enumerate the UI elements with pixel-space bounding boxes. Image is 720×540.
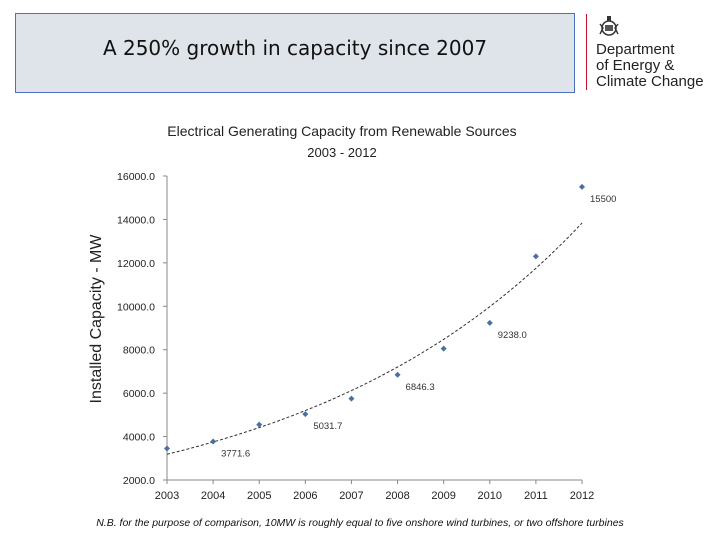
- data-point: [256, 421, 263, 428]
- data-point: [440, 345, 447, 352]
- data-point: [164, 445, 170, 452]
- royal-crest-icon: [599, 16, 619, 36]
- footnote: N.B. for the purpose of comparison, 10MW…: [96, 517, 624, 529]
- y-tick-label: 6000.0: [123, 388, 155, 400]
- logo-line: Department: [596, 41, 675, 58]
- capacity-chart: Electrical Generating Capacity from Rene…: [88, 123, 616, 502]
- trendline: [166, 222, 583, 455]
- data-label: 3771.6: [221, 449, 250, 460]
- y-axis-label: Installed Capacity - MW: [88, 234, 105, 404]
- y-tick-label: 8000.0: [123, 345, 155, 357]
- x-tick-label: 2005: [247, 490, 271, 502]
- data-point: [394, 371, 401, 378]
- data-point: [486, 319, 493, 326]
- department-logo: Department of Energy & Climate Change: [596, 42, 704, 90]
- title-banner: A 250% growth in capacity since 2007: [15, 13, 575, 93]
- y-tick-label: 2000.0: [123, 475, 155, 487]
- y-tick-label: 12000.0: [117, 258, 155, 270]
- logo-line: Climate Change: [596, 73, 704, 90]
- x-tick-label: 2008: [385, 490, 409, 502]
- x-tick-label: 2009: [431, 490, 455, 502]
- y-tick-label: 10000.0: [117, 301, 155, 313]
- data-label: 6846.3: [406, 382, 435, 393]
- x-tick-label: 2006: [293, 490, 317, 502]
- x-tick-label: 2004: [201, 490, 225, 502]
- chart-subtitle: 2003 - 2012: [307, 145, 376, 160]
- y-tick-label: 16000.0: [117, 171, 155, 183]
- slide-title: A 250% growth in capacity since 2007: [102, 36, 488, 60]
- x-tick-label: 2003: [155, 490, 179, 502]
- y-tick-label: 14000.0: [117, 214, 155, 226]
- data-point: [579, 183, 585, 190]
- x-tick-label: 2007: [339, 490, 363, 502]
- data-point: [532, 253, 539, 260]
- x-tick-label: 2011: [524, 490, 548, 502]
- data-point: [302, 411, 309, 418]
- y-tick-label: 4000.0: [123, 432, 155, 444]
- data-point: [348, 395, 355, 402]
- logo-line: of Energy &: [596, 57, 675, 74]
- data-label: 15500: [590, 194, 616, 205]
- logo-divider: [586, 14, 587, 90]
- x-tick-label: 2010: [478, 490, 502, 502]
- data-label: 5031.7: [313, 421, 342, 432]
- chart-title: Electrical Generating Capacity from Rene…: [167, 123, 516, 139]
- data-label: 9238.0: [498, 330, 527, 341]
- data-point: [210, 438, 217, 445]
- x-tick-label: 2012: [570, 490, 594, 502]
